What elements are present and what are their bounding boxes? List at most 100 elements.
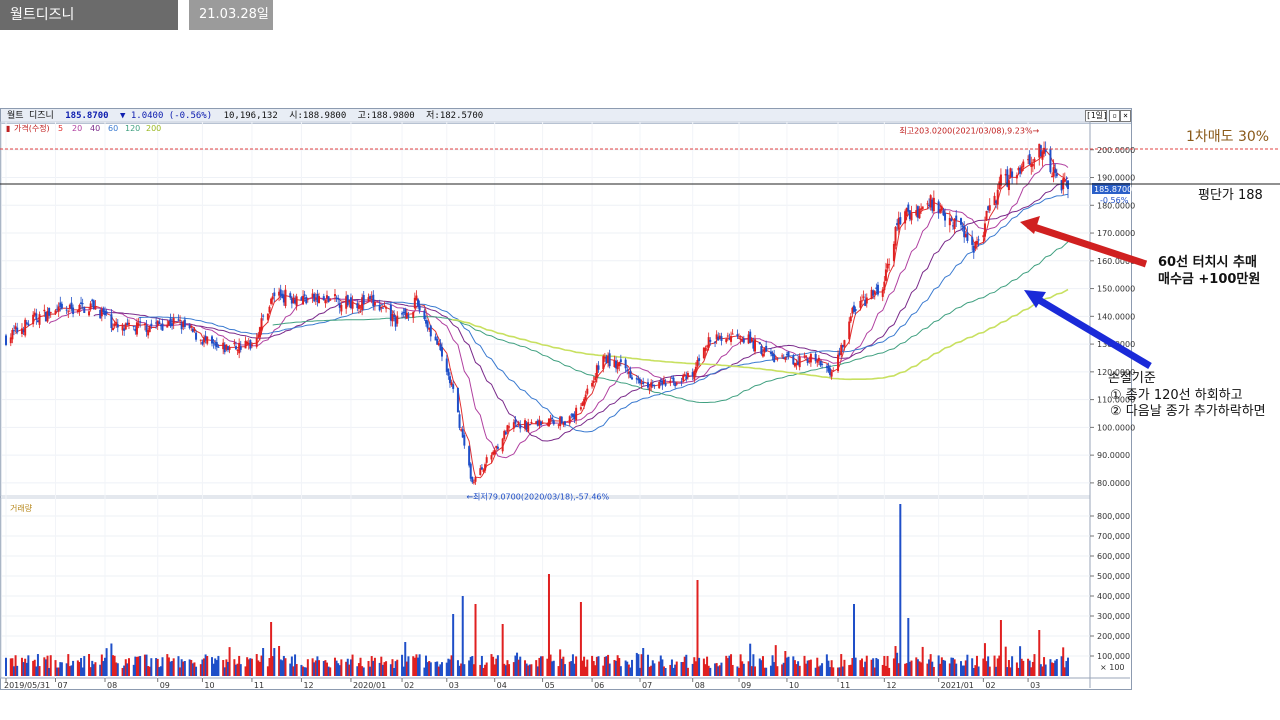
volume-bar [1030, 667, 1033, 676]
candle-body [27, 323, 30, 326]
volume-bar [485, 662, 488, 676]
candle-body [1054, 169, 1057, 173]
volume-bar [897, 663, 900, 676]
candle-body [35, 313, 38, 320]
candle-body [147, 330, 150, 336]
candle-body [821, 363, 824, 365]
candle-body [1060, 180, 1063, 191]
candle-body [792, 355, 795, 365]
restore-window-icon[interactable]: ▫ [1109, 110, 1120, 122]
candle-body [650, 382, 653, 388]
volume-bar [793, 660, 796, 676]
date-tick-label: 08 [107, 681, 117, 690]
volume-bar [803, 655, 806, 676]
volume-bar [648, 666, 651, 676]
volume-bar [289, 663, 292, 676]
candle-body [9, 337, 12, 344]
candle-body [670, 377, 673, 379]
period-button[interactable]: [1일] [1085, 110, 1108, 122]
volume-bar [717, 666, 720, 676]
candle-body [127, 322, 130, 325]
candle-body [859, 300, 862, 308]
volume-bar [460, 663, 463, 676]
candle-body [305, 296, 308, 304]
volume-bar [516, 652, 519, 676]
volume-bar [314, 660, 317, 676]
candle-body [124, 323, 127, 330]
volume-bar [872, 658, 875, 676]
date-tick-label: 09 [160, 681, 170, 690]
date-tick-label: 08 [695, 681, 705, 690]
candle-body [32, 314, 35, 325]
candle-body [469, 463, 472, 479]
candle-body [642, 381, 645, 385]
candle-body [496, 446, 499, 449]
candle-body [300, 297, 303, 301]
candle-body [760, 346, 763, 354]
volume-bar [139, 655, 142, 676]
candle-body [1067, 180, 1069, 189]
date-tab[interactable]: 21.03.28일 [189, 0, 273, 30]
volume-bar [59, 662, 62, 676]
candle-body [709, 339, 712, 342]
volume-tick-label: 300,000 [1097, 612, 1130, 621]
close-window-icon[interactable]: × [1120, 110, 1131, 122]
volume-bar [591, 655, 594, 676]
candle-body [527, 422, 530, 432]
volume-bar [557, 666, 560, 676]
candle-body [302, 295, 305, 305]
volume-bar [60, 662, 63, 676]
candle-body [5, 335, 7, 345]
volume-bar [81, 667, 84, 676]
volume-bar [635, 652, 638, 676]
candle-body [480, 467, 483, 470]
candle-body [115, 322, 118, 326]
candle-body [639, 379, 642, 384]
candle-body [619, 359, 622, 363]
volume-bar [514, 655, 517, 676]
candle-body [206, 336, 209, 344]
candle-body [1044, 148, 1047, 152]
candle-body [765, 345, 768, 352]
candle-body [214, 343, 217, 346]
volume-bar [1019, 646, 1022, 676]
candle-body [557, 424, 560, 426]
candle-body [383, 305, 386, 307]
volume-bar [452, 614, 455, 676]
volume-bar [626, 661, 629, 676]
candle-body [971, 236, 974, 245]
volume-bar [418, 654, 421, 676]
volume-bar [447, 658, 450, 676]
candle-body [782, 357, 785, 359]
candle-body [314, 297, 317, 300]
date-tick-label: 10 [204, 681, 214, 690]
volume-bar [950, 657, 953, 676]
candle-body [503, 430, 506, 439]
volume-bar [113, 655, 116, 676]
volume-bar [763, 667, 766, 676]
volume-bar [351, 654, 354, 676]
candle-body [104, 310, 107, 316]
volume-tick-label: 200,000 [1097, 632, 1130, 641]
candle-body [597, 365, 600, 370]
candle-body [204, 335, 207, 341]
volume-bar [56, 667, 59, 676]
volume-bar [595, 656, 598, 676]
volume-bar [367, 660, 370, 676]
volume-bar [675, 661, 678, 676]
candle-body [964, 234, 967, 238]
volume-bar [658, 661, 661, 676]
candle-body [81, 303, 84, 305]
volume-bar [191, 663, 194, 676]
candle-body [931, 199, 934, 211]
candle-body [974, 241, 977, 249]
low-price: 저:182.5700 [426, 111, 484, 121]
volume-bar [685, 654, 688, 676]
ma200-line [451, 288, 1069, 381]
title-tab[interactable]: 월트디즈니 [0, 0, 178, 30]
date-tick-label: 2020/01 [353, 681, 386, 690]
date-tick-label: 07 [642, 681, 652, 690]
date-tick-label: 12 [303, 681, 313, 690]
candle-body [926, 203, 929, 205]
last-price-tag [1092, 182, 1130, 194]
